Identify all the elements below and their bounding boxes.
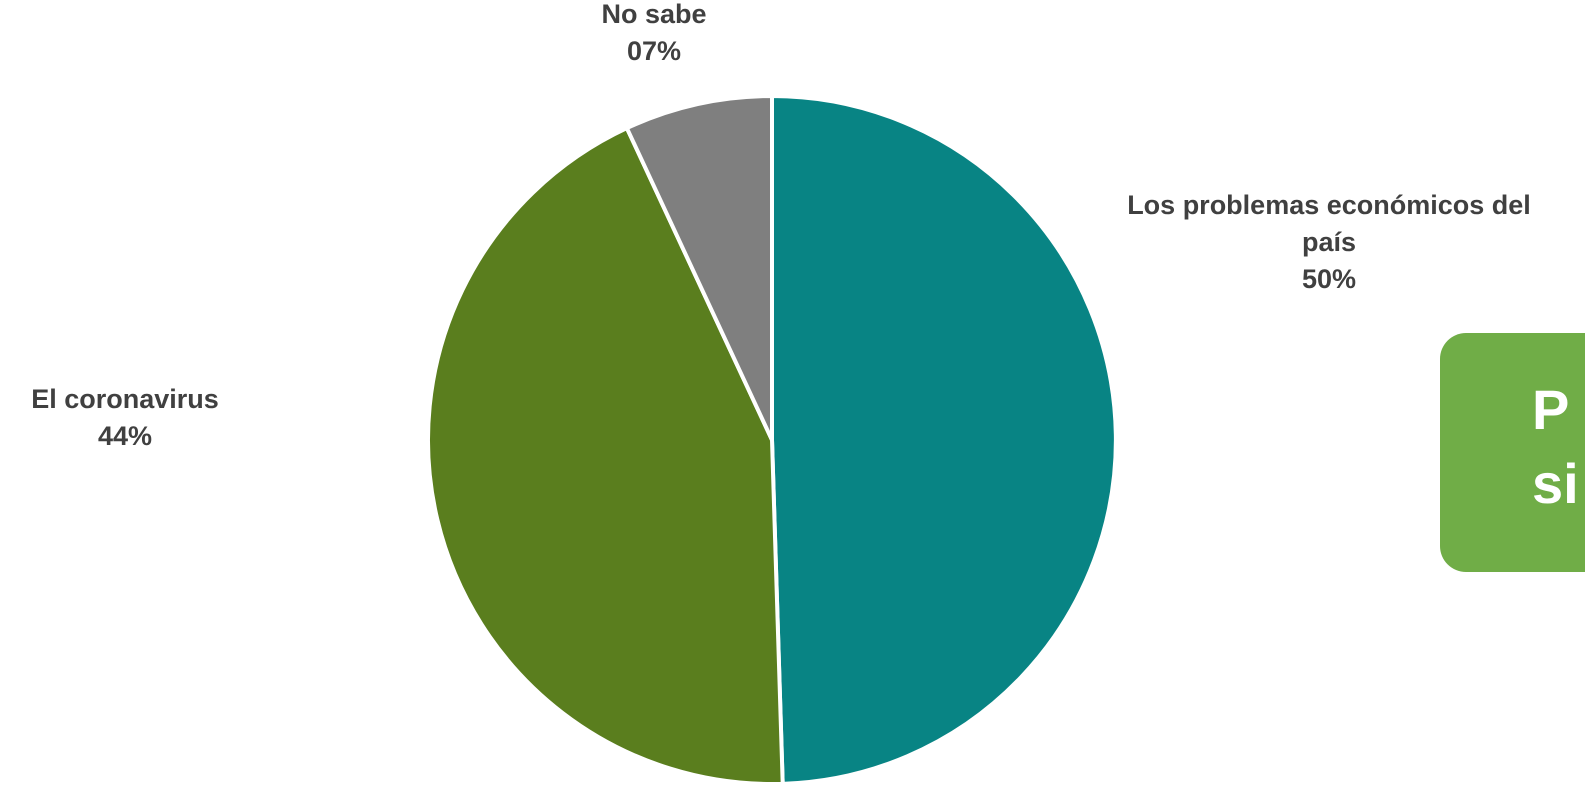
callout-text: P si [1532, 373, 1579, 521]
data-label-2: El coronavirus 44% [31, 384, 219, 451]
side-callout-box: P si [1440, 333, 1585, 572]
pie-slice-2 [426, 126, 785, 786]
callout-line-1: P [1532, 378, 1570, 441]
callout-line-2: si [1532, 452, 1579, 515]
slice-category-label: No sabe [601, 0, 706, 29]
slice-value-label: 50% [1302, 264, 1356, 294]
pie-slice-1 [770, 94, 1118, 786]
slice-value-label: 44% [98, 421, 152, 451]
slice-value-label: 07% [627, 36, 681, 66]
data-label-3: No sabe 07% [601, 0, 706, 66]
slice-category-label: Los problemas económicos del [1127, 190, 1531, 220]
data-label-1: Los problemas económicos del país 50% [1127, 190, 1531, 294]
pie-slice-3 [624, 94, 774, 442]
slice-category-label: país [1302, 227, 1356, 257]
slice-category-label: El coronavirus [31, 384, 219, 414]
